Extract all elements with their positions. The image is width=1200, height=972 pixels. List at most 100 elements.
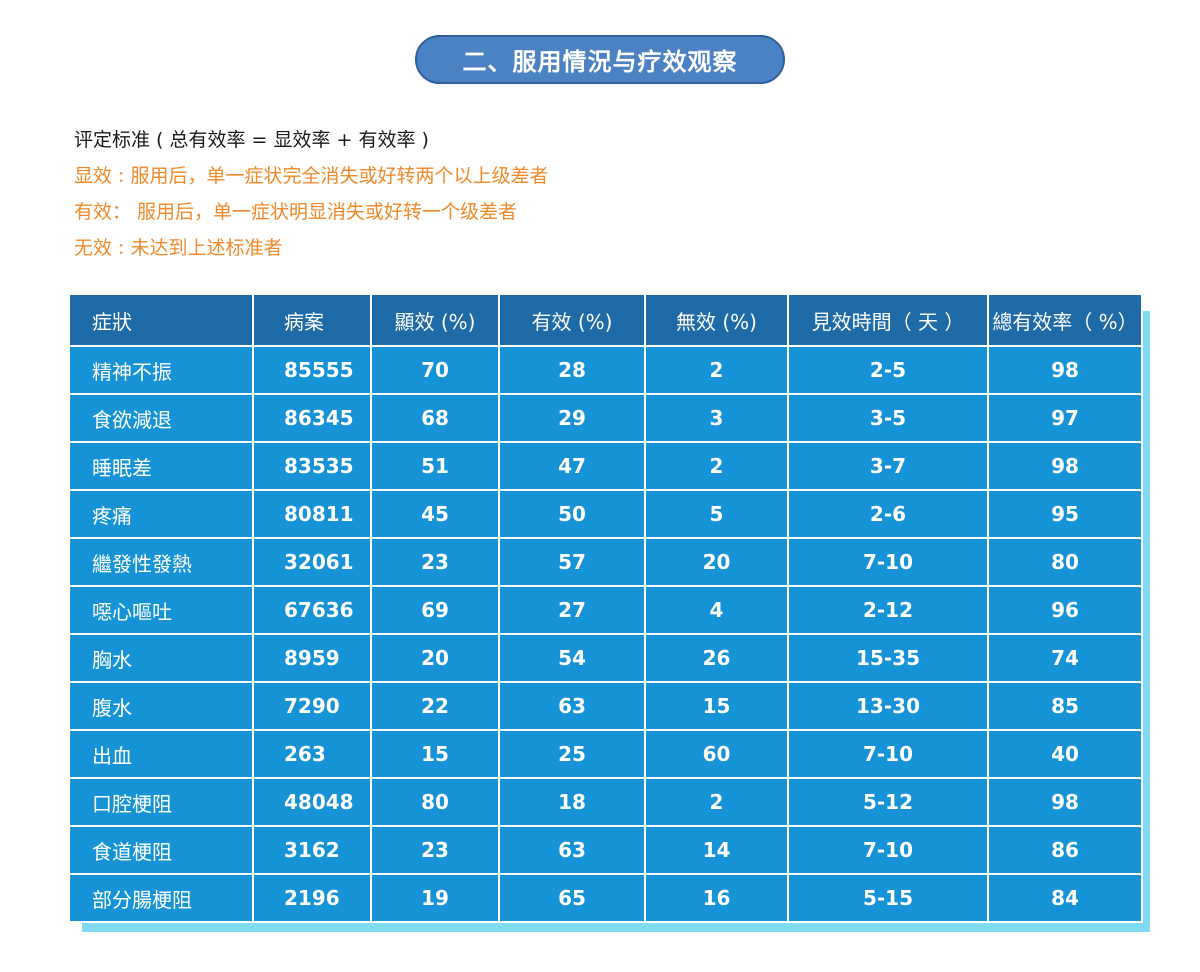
cell-total-effective-rate: 96 — [987, 585, 1143, 635]
table-header-row: 症狀 病案 顯效 (%) 有效 (%) 無效 (%) 見效時間（ 天 ） 總有效… — [68, 293, 1143, 347]
cell-cases: 80811 — [252, 489, 372, 539]
table-row: 精神不振 85555 70 28 2 2-5 98 — [68, 345, 1143, 395]
table-row: 腹水 7290 22 63 15 13-30 85 — [68, 681, 1143, 731]
cell-no-effect: 4 — [644, 585, 789, 635]
cell-effective: 25 — [498, 729, 646, 779]
cell-cases: 67636 — [252, 585, 372, 635]
cell-onset-days: 2-5 — [787, 345, 989, 395]
cell-symptom: 精神不振 — [68, 345, 254, 395]
cell-effective: 28 — [498, 345, 646, 395]
cell-onset-days: 7-10 — [787, 729, 989, 779]
cell-total-effective-rate: 86 — [987, 825, 1143, 875]
cell-no-effect: 15 — [644, 681, 789, 731]
cell-no-effect: 5 — [644, 489, 789, 539]
cell-effective: 27 — [498, 585, 646, 635]
cell-total-effective-rate: 40 — [987, 729, 1143, 779]
criteria-no-effect: 无效 : 未达到上述标准者 — [74, 237, 283, 259]
cell-total-effective-rate: 98 — [987, 345, 1143, 395]
cell-effective: 57 — [498, 537, 646, 587]
cell-no-effect: 14 — [644, 825, 789, 875]
cell-symptom: 腹水 — [68, 681, 254, 731]
table-row: 食道梗阻 3162 23 63 14 7-10 86 — [68, 825, 1143, 875]
cell-marked-effect: 51 — [370, 441, 500, 491]
cell-no-effect: 60 — [644, 729, 789, 779]
cell-cases: 3162 — [252, 825, 372, 875]
table-row: 胸水 8959 20 54 26 15-35 74 — [68, 633, 1143, 683]
cell-total-effective-rate: 98 — [987, 441, 1143, 491]
evaluation-criteria: 评定标准 ( 总有效率 = 显效率 + 有效率 ) 显效 : 服用后，单一症状完… — [74, 122, 548, 266]
cell-effective: 18 — [498, 777, 646, 827]
cell-cases: 32061 — [252, 537, 372, 587]
cell-onset-days: 2-6 — [787, 489, 989, 539]
cell-effective: 29 — [498, 393, 646, 443]
header-total-effective-rate: 總有效率（ %） — [987, 293, 1143, 347]
cell-cases: 83535 — [252, 441, 372, 491]
cell-no-effect: 2 — [644, 345, 789, 395]
cell-effective: 63 — [498, 825, 646, 875]
table-row: 疼痛 80811 45 50 5 2-6 95 — [68, 489, 1143, 539]
efficacy-table-container: 症狀 病案 顯效 (%) 有效 (%) 無效 (%) 見效時間（ 天 ） 總有效… — [68, 293, 1143, 923]
header-cases: 病案 — [252, 293, 372, 347]
table-row: 繼發性發熱 32061 23 57 20 7-10 80 — [68, 537, 1143, 587]
cell-cases: 263 — [252, 729, 372, 779]
cell-total-effective-rate: 84 — [987, 873, 1143, 923]
cell-symptom: 食欲減退 — [68, 393, 254, 443]
cell-marked-effect: 20 — [370, 633, 500, 683]
cell-onset-days: 2-12 — [787, 585, 989, 635]
table-body: 精神不振 85555 70 28 2 2-5 98 食欲減退 86345 68 29 3 3-5 97 睡眠… — [68, 345, 1143, 923]
cell-cases: 8959 — [252, 633, 372, 683]
cell-marked-effect: 15 — [370, 729, 500, 779]
table-row: 出血 263 15 25 60 7-10 40 — [68, 729, 1143, 779]
cell-effective: 50 — [498, 489, 646, 539]
cell-effective: 65 — [498, 873, 646, 923]
table-row: 口腔梗阻 48048 80 18 2 5-12 98 — [68, 777, 1143, 827]
cell-symptom: 繼發性發熱 — [68, 537, 254, 587]
table-row: 睡眠差 83535 51 47 2 3-7 98 — [68, 441, 1143, 491]
cell-symptom: 胸水 — [68, 633, 254, 683]
cell-marked-effect: 19 — [370, 873, 500, 923]
cell-onset-days: 7-10 — [787, 537, 989, 587]
section-title: 二、服用情況与疗效观察 — [415, 35, 785, 84]
header-effective: 有效 (%) — [498, 293, 646, 347]
criteria-marked-effect: 显效 : 服用后，单一症状完全消失或好转两个以上级差者 — [74, 165, 549, 187]
cell-total-effective-rate: 97 — [987, 393, 1143, 443]
cell-onset-days: 7-10 — [787, 825, 989, 875]
cell-marked-effect: 23 — [370, 825, 500, 875]
cell-cases: 7290 — [252, 681, 372, 731]
cell-total-effective-rate: 85 — [987, 681, 1143, 731]
cell-onset-days: 5-12 — [787, 777, 989, 827]
cell-onset-days: 13-30 — [787, 681, 989, 731]
criteria-effective: 有效： 服用后，单一症状明显消失或好转一个级差者 — [74, 201, 518, 223]
table-row: 食欲減退 86345 68 29 3 3-5 97 — [68, 393, 1143, 443]
cell-total-effective-rate: 80 — [987, 537, 1143, 587]
header-no-effect: 無效 (%) — [644, 293, 789, 347]
cell-total-effective-rate: 98 — [987, 777, 1143, 827]
cell-marked-effect: 45 — [370, 489, 500, 539]
cell-onset-days: 3-7 — [787, 441, 989, 491]
cell-cases: 85555 — [252, 345, 372, 395]
cell-marked-effect: 68 — [370, 393, 500, 443]
cell-cases: 48048 — [252, 777, 372, 827]
cell-no-effect: 2 — [644, 777, 789, 827]
table-row: 部分腸梗阻 2196 19 65 16 5-15 84 — [68, 873, 1143, 923]
cell-no-effect: 3 — [644, 393, 789, 443]
header-symptom: 症狀 — [68, 293, 254, 347]
cell-no-effect: 2 — [644, 441, 789, 491]
table-row: 噁心嘔吐 67636 69 27 4 2-12 96 — [68, 585, 1143, 635]
cell-no-effect: 16 — [644, 873, 789, 923]
cell-effective: 47 — [498, 441, 646, 491]
cell-onset-days: 3-5 — [787, 393, 989, 443]
efficacy-table: 症狀 病案 顯效 (%) 有效 (%) 無效 (%) 見效時間（ 天 ） 總有效… — [68, 293, 1143, 923]
cell-marked-effect: 23 — [370, 537, 500, 587]
cell-no-effect: 26 — [644, 633, 789, 683]
cell-symptom: 噁心嘔吐 — [68, 585, 254, 635]
cell-symptom: 食道梗阻 — [68, 825, 254, 875]
cell-marked-effect: 70 — [370, 345, 500, 395]
header-marked-effect: 顯效 (%) — [370, 293, 500, 347]
cell-marked-effect: 69 — [370, 585, 500, 635]
criteria-heading: 评定标准 ( 总有效率 = 显效率 + 有效率 ) — [74, 129, 429, 151]
cell-marked-effect: 22 — [370, 681, 500, 731]
cell-symptom: 口腔梗阻 — [68, 777, 254, 827]
cell-total-effective-rate: 95 — [987, 489, 1143, 539]
header-onset-days: 見效時間（ 天 ） — [787, 293, 989, 347]
